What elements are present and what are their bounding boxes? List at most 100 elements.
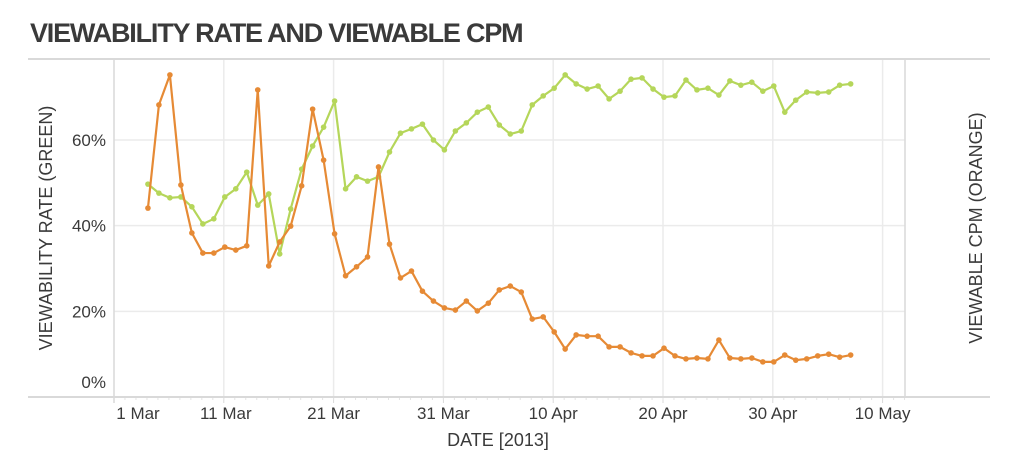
data-point <box>705 85 711 91</box>
data-point <box>474 308 481 314</box>
data-point <box>419 121 426 127</box>
data-point <box>452 307 459 313</box>
data-point <box>650 353 656 359</box>
data-point <box>661 94 667 100</box>
data-point <box>803 89 810 95</box>
data-point <box>441 305 448 311</box>
data-point <box>672 353 678 359</box>
data-point <box>276 239 283 245</box>
x-tick-label: 10 Apr <box>529 404 578 423</box>
data-point <box>167 72 173 78</box>
data-point <box>309 143 316 149</box>
data-point <box>529 102 536 108</box>
data-point <box>792 97 799 103</box>
data-point <box>551 329 557 335</box>
data-point <box>683 77 689 83</box>
x-tick-label: 20 Apr <box>638 404 687 423</box>
data-point <box>803 356 810 362</box>
data-point <box>771 83 777 89</box>
data-point <box>595 333 601 339</box>
data-point <box>298 183 305 189</box>
data-point <box>727 355 733 361</box>
data-point <box>606 96 612 102</box>
data-point <box>320 157 327 163</box>
data-point <box>847 81 854 87</box>
data-point <box>825 351 832 357</box>
data-point <box>781 109 788 115</box>
data-point <box>540 93 547 99</box>
data-point <box>825 89 832 95</box>
data-point <box>836 354 843 360</box>
data-point <box>364 178 371 184</box>
data-point <box>792 357 799 363</box>
data-point <box>474 109 481 115</box>
data-point <box>156 102 162 108</box>
data-point <box>518 128 525 134</box>
data-point <box>397 275 404 281</box>
data-point <box>771 359 777 365</box>
data-point <box>265 263 272 269</box>
data-point <box>551 85 557 91</box>
data-point <box>386 149 393 155</box>
gridlines <box>114 59 905 397</box>
y-axis-title-left: VIEWABILITY RATE (GREEN) <box>36 106 56 351</box>
data-point <box>463 298 470 304</box>
data-point <box>397 130 404 136</box>
data-point <box>342 272 349 279</box>
data-point <box>694 355 700 361</box>
data-point <box>716 92 722 98</box>
data-point <box>639 75 645 81</box>
data-point <box>189 230 195 236</box>
data-point <box>573 332 579 338</box>
data-point <box>364 254 371 260</box>
data-point <box>265 191 272 197</box>
data-point <box>847 352 854 358</box>
data-point <box>353 263 360 270</box>
data-point <box>760 88 766 94</box>
data-point <box>156 190 162 196</box>
data-point <box>408 126 415 132</box>
data-point <box>606 344 612 350</box>
data-point <box>836 82 843 88</box>
data-point <box>167 195 173 201</box>
data-point <box>342 186 349 192</box>
data-point <box>243 242 250 249</box>
data-point <box>617 88 623 94</box>
chart-title: VIEWABILITY RATE AND VIEWABLE CPM <box>30 18 524 48</box>
data-point <box>639 353 645 359</box>
data-point <box>463 120 470 126</box>
data-point <box>749 79 755 85</box>
data-point <box>617 344 623 350</box>
x-axis-title: DATE [2013] <box>447 430 549 450</box>
data-point <box>287 223 294 229</box>
data-point <box>595 83 601 89</box>
x-tick-label: 1 Mar <box>116 404 160 423</box>
data-point <box>211 250 217 256</box>
data-point <box>584 333 590 339</box>
x-tick-label: 31 Mar <box>417 404 470 423</box>
data-point <box>386 241 393 247</box>
axis-labels: 0% 20% 40% 60% 1 Mar 11 Mar 21 Mar 31 Mar 10 Apr… <box>72 131 911 423</box>
data-point <box>529 316 536 322</box>
data-point <box>211 216 217 222</box>
data-point <box>672 93 678 99</box>
data-point <box>738 356 744 362</box>
data-point <box>320 124 327 130</box>
x-tick-label: 10 May <box>855 404 911 423</box>
data-point <box>518 289 525 295</box>
data-point <box>353 174 360 180</box>
data-point <box>178 182 184 188</box>
data-point <box>540 314 547 320</box>
data-point <box>189 204 195 210</box>
data-point <box>562 72 568 78</box>
data-point <box>254 87 261 93</box>
data-point <box>694 87 700 93</box>
axes <box>28 58 990 403</box>
data-point <box>222 194 228 200</box>
data-point <box>243 169 250 175</box>
data-point <box>738 82 744 88</box>
y-tick-label: 0% <box>81 373 106 392</box>
data-point <box>232 186 239 192</box>
data-point <box>419 288 426 295</box>
data-point <box>628 76 634 82</box>
